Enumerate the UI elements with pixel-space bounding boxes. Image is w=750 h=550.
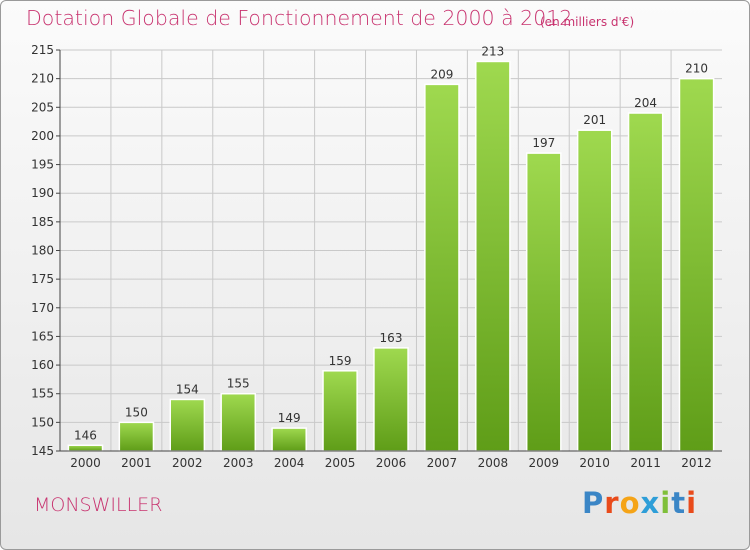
logo-letter: x [640, 486, 661, 520]
logo-letter: t [671, 486, 687, 520]
labels: 145 150 155 160 165 170 175 180 185 190 195 200 205 2… [31, 43, 712, 470]
bar-2012 [678, 77, 715, 452]
y-tick-label: 200 [31, 129, 54, 143]
y-tick-label: 150 [31, 415, 54, 429]
axes [56, 49, 722, 452]
bar-2005 [322, 370, 358, 452]
y-tick-label: 155 [31, 387, 54, 401]
value-label: 204 [634, 96, 657, 110]
y-tick-label: 160 [31, 358, 54, 372]
bars [67, 60, 715, 452]
y-tick-label: 175 [31, 272, 54, 286]
bar-2000 [67, 444, 104, 452]
x-tick-label: 2012 [681, 456, 712, 470]
value-label: 150 [125, 405, 148, 419]
bar-2009 [525, 152, 562, 452]
y-tick-label: 190 [31, 186, 54, 200]
y-tick-label: 145 [31, 444, 54, 458]
value-label: 155 [227, 377, 250, 391]
value-label: 146 [74, 428, 97, 442]
x-tick-label: 2011 [630, 456, 661, 470]
x-tick-label: 2002 [172, 456, 203, 470]
x-tick-label: 2009 [528, 456, 559, 470]
y-tick-label: 180 [31, 244, 54, 258]
value-label: 209 [430, 67, 453, 81]
y-tick-label: 185 [31, 215, 54, 229]
value-label: 213 [481, 44, 504, 58]
value-label: 163 [380, 331, 403, 345]
bar-2003 [220, 392, 257, 452]
value-label: 201 [583, 113, 606, 127]
logo-letter: o [619, 486, 641, 520]
y-tick-label: 165 [31, 329, 54, 343]
bar-2010 [576, 129, 613, 452]
bar-2004 [271, 427, 307, 452]
bar-2006 [373, 347, 409, 452]
bar-2001 [118, 421, 155, 452]
logo-letter: P [582, 486, 605, 520]
logo-letter: r [604, 486, 620, 520]
y-tick-label: 195 [31, 158, 54, 172]
value-label: 210 [685, 62, 708, 76]
x-tick-label: 2006 [376, 456, 407, 470]
value-label: 197 [532, 136, 555, 150]
town-name: MONSWILLER [34, 494, 163, 516]
bar-2011 [627, 112, 664, 452]
y-tick-label: 205 [31, 100, 54, 114]
y-tick-label: 170 [31, 301, 54, 315]
x-tick-label: 2000 [70, 456, 101, 470]
value-label: 154 [176, 382, 199, 396]
value-label: 149 [278, 411, 301, 425]
y-tick-label: 215 [31, 43, 54, 57]
chart-unit-note: (en milliers d'€) [540, 15, 635, 29]
x-tick-label: 2010 [579, 456, 610, 470]
logo-letter: i [660, 486, 672, 520]
x-tick-label: 2005 [325, 456, 356, 470]
bar-2002 [169, 398, 206, 452]
x-tick-label: 2008 [478, 456, 509, 470]
x-tick-label: 2001 [121, 456, 152, 470]
x-tick-label: 2007 [427, 456, 458, 470]
bar-2007 [424, 83, 460, 452]
proxiti-logo: Proxiti [582, 486, 697, 520]
x-tick-label: 2004 [274, 456, 305, 470]
value-label: 159 [329, 354, 352, 368]
logo-letter: i [686, 486, 698, 520]
y-tick-label: 210 [31, 72, 54, 86]
bar-2008 [475, 60, 511, 452]
chart-title: Dotation Globale de Fonctionnement de 20… [26, 6, 573, 30]
x-tick-label: 2003 [223, 456, 254, 470]
